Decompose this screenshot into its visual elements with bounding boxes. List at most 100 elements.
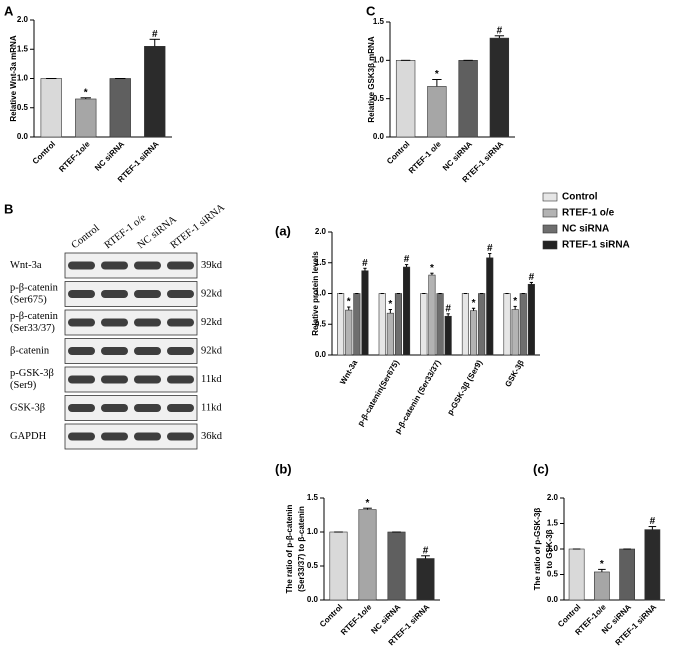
- bar: [420, 293, 428, 356]
- y-tick-label: 1.0: [547, 544, 559, 553]
- band: [101, 375, 128, 384]
- bar: [486, 257, 494, 356]
- band: [167, 347, 194, 355]
- bar: [489, 37, 510, 138]
- y-tick-label: 1.0: [315, 289, 327, 298]
- panel-label: (a): [275, 223, 291, 238]
- row-label: p-GSK-3β: [10, 368, 54, 379]
- significance-mark: #: [423, 545, 429, 556]
- band: [134, 432, 161, 441]
- band: [167, 375, 194, 384]
- significance-mark: *: [388, 299, 392, 310]
- band: [134, 404, 161, 412]
- significance-mark: *: [430, 263, 434, 274]
- legend-label: Control: [562, 192, 598, 203]
- panel-label: C: [366, 3, 376, 18]
- row-label: p-β-catenin: [10, 282, 59, 293]
- y-tick-label: 1.5: [373, 17, 385, 26]
- panel-label: B: [4, 201, 13, 216]
- bar: [644, 529, 661, 601]
- bar: [75, 98, 97, 138]
- band: [134, 261, 161, 270]
- band: [167, 432, 194, 441]
- band: [101, 318, 128, 327]
- bar: [469, 310, 478, 356]
- size-label: 36kd: [201, 431, 223, 442]
- band: [167, 290, 194, 298]
- bar: [353, 293, 361, 356]
- size-label: 11kd: [201, 374, 222, 385]
- x-tick-label: Control: [385, 140, 411, 166]
- x-tick-label: NC siRNA: [441, 139, 474, 172]
- y-tick-label: 1.0: [17, 74, 29, 83]
- x-tick-label: RTEF-1o/e: [339, 602, 374, 637]
- panel-label: A: [4, 3, 14, 18]
- bar: [458, 60, 478, 138]
- significance-mark: #: [487, 243, 493, 254]
- y-tick-label: 0.0: [315, 350, 327, 359]
- band: [68, 404, 95, 412]
- y-tick-label: 1.0: [307, 527, 319, 536]
- band: [134, 347, 161, 355]
- x-tick-label: Wnt-3a: [338, 358, 359, 386]
- bar: [386, 312, 394, 356]
- bar: [337, 293, 345, 356]
- size-label: 11kd: [201, 402, 222, 413]
- bar: [395, 60, 416, 138]
- bar: [593, 571, 610, 601]
- x-tick-label: NC siRNA: [93, 139, 126, 172]
- y-tick-label: 1.5: [315, 258, 327, 267]
- bar: [329, 531, 348, 601]
- y-tick-label: 1.5: [547, 519, 559, 528]
- bar: [361, 270, 369, 356]
- row-label: Wnt-3a: [10, 260, 42, 271]
- y-axis-label: The ratio of p-GSK-3β: [533, 508, 542, 591]
- x-tick-label: p-β-catenin(Ser675): [356, 358, 401, 427]
- legend-swatch: [542, 208, 558, 218]
- band: [134, 290, 161, 298]
- lane-label: RTEF-1 siRNA: [169, 202, 228, 251]
- bar: [511, 309, 519, 356]
- y-tick-label: 0.5: [17, 103, 29, 112]
- y-tick-label: 0.5: [307, 561, 319, 570]
- panel-label: (c): [533, 461, 549, 476]
- band: [134, 318, 161, 327]
- bar: [527, 283, 535, 356]
- bar: [394, 293, 403, 356]
- significance-mark: #: [650, 516, 656, 527]
- legend-label: RTEF-1 siRNA: [562, 240, 630, 251]
- significance-mark: *: [600, 559, 604, 570]
- significance-mark: #: [529, 272, 535, 283]
- y-tick-label: 0.5: [547, 570, 559, 579]
- bar: [144, 46, 166, 138]
- y-tick-label: 0.0: [307, 595, 319, 604]
- band: [68, 375, 95, 384]
- size-label: 92kd: [201, 345, 223, 356]
- significance-mark: *: [347, 297, 351, 308]
- row-label: (Ser9): [10, 380, 37, 391]
- bar: [358, 509, 377, 601]
- bar: [427, 86, 447, 138]
- x-tick-label: p-GSK-3β (Ser9): [445, 358, 484, 416]
- significance-mark: *: [513, 296, 517, 307]
- significance-mark: #: [445, 303, 451, 314]
- band: [167, 261, 194, 270]
- size-label: 92kd: [201, 317, 223, 328]
- significance-mark: #: [152, 29, 158, 40]
- y-axis-label: The ratio of p-β-catenin: [285, 504, 294, 593]
- row-label: (Ser33/37): [10, 323, 55, 334]
- row-label: GAPDH: [10, 431, 47, 442]
- x-tick-label: RTEF-1o/e: [57, 139, 92, 174]
- x-tick-label: GSK-3β: [503, 358, 526, 388]
- x-tick-label: Control: [318, 603, 344, 629]
- band: [101, 347, 128, 355]
- y-tick-label: 2.0: [17, 15, 29, 24]
- bar: [387, 531, 406, 601]
- bar: [519, 293, 527, 356]
- band: [101, 290, 128, 298]
- band: [68, 318, 95, 327]
- bar: [403, 266, 411, 356]
- y-axis-label: Relative Wnt-3a mRNA: [9, 35, 18, 121]
- size-label: 92kd: [201, 288, 223, 299]
